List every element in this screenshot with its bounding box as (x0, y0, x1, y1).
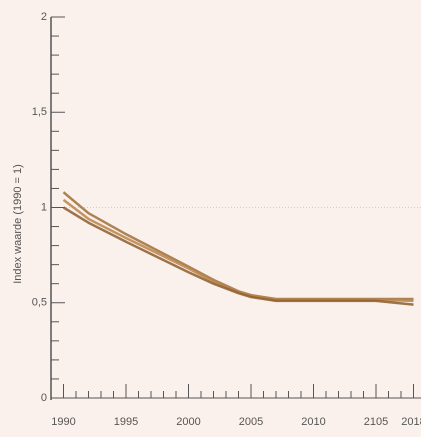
y-tick-label: 1 (41, 201, 47, 213)
x-tick-label: 2018 (401, 416, 421, 428)
y-tick-label: 2 (41, 11, 47, 23)
x-tick-label: 2000 (176, 416, 200, 428)
y-axis-label: Index waarde (1990 = 1) (12, 164, 24, 284)
x-tick-label: 2010 (301, 416, 325, 428)
series-line (62, 198, 414, 303)
x-tick-label: 2105 (364, 416, 388, 428)
x-tick-label: 1990 (51, 416, 75, 428)
y-tick-label: 0 (41, 392, 47, 404)
series-line (62, 191, 414, 301)
y-tick-label: 0,5 (32, 297, 47, 309)
y-tick-label: 1,5 (32, 106, 47, 118)
x-tick-label: 1995 (114, 416, 138, 428)
x-tick-label: 2005 (239, 416, 263, 428)
series-line (62, 206, 414, 306)
